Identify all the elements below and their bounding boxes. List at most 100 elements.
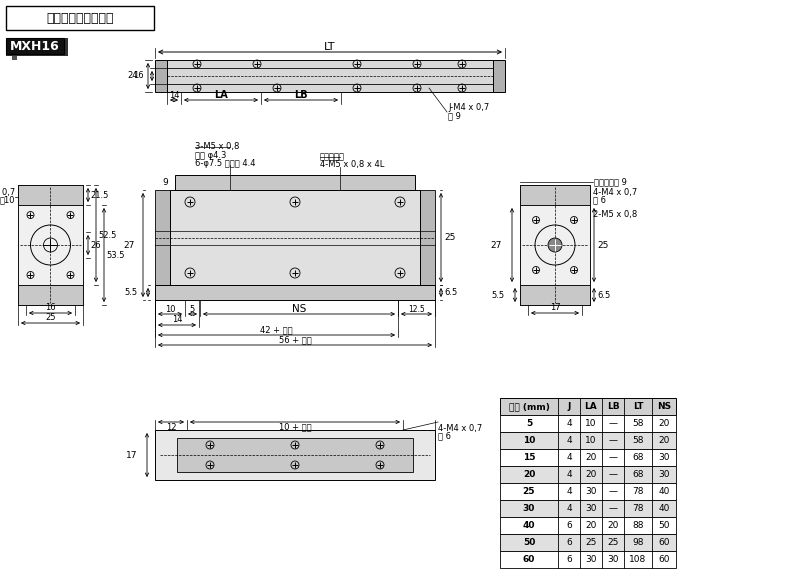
Text: NS: NS [657, 402, 671, 411]
Text: 20: 20 [607, 521, 618, 530]
Text: 98: 98 [632, 538, 644, 547]
Text: 5.5: 5.5 [492, 290, 505, 300]
Bar [18, 185, 83, 305]
Text: 58: 58 [632, 436, 644, 445]
Text: 20: 20 [658, 419, 669, 428]
Text: MXH16: MXH16 [10, 40, 60, 53]
Text: 50: 50 [658, 521, 669, 530]
Bar [500, 415, 676, 432]
Bar [6, 38, 64, 54]
Text: —: — [608, 470, 618, 479]
Text: 30: 30 [585, 487, 597, 496]
Text: 30: 30 [658, 453, 669, 462]
Text: 4-M5 x 0,8 x 4L: 4-M5 x 0,8 x 4L [320, 160, 384, 170]
Bar [493, 60, 505, 92]
Text: 58: 58 [632, 419, 644, 428]
Text: 68: 68 [632, 453, 644, 462]
Text: 4: 4 [566, 504, 571, 513]
Bar [18, 285, 83, 305]
Text: 6.5: 6.5 [597, 290, 611, 300]
Bar [500, 517, 676, 534]
Text: 26: 26 [90, 240, 100, 250]
Circle shape [548, 238, 562, 252]
Text: 20: 20 [585, 521, 597, 530]
Text: 25: 25 [597, 240, 608, 250]
Text: 供气口螺塞: 供气口螺塞 [320, 152, 345, 162]
Text: 外形尺寸图（毫米）: 外形尺寸图（毫米） [46, 12, 114, 25]
Text: LA: LA [585, 402, 598, 411]
Text: 68: 68 [632, 470, 644, 479]
Text: 40: 40 [523, 521, 536, 530]
Text: 4: 4 [566, 453, 571, 462]
Bar [170, 190, 420, 285]
Text: 深 9: 深 9 [448, 112, 461, 121]
Bar [500, 534, 676, 551]
Bar [420, 190, 435, 285]
Bar [175, 175, 415, 190]
Text: 深 6: 深 6 [438, 431, 451, 440]
Text: 6-φ7.5 沉孔深 4.4: 6-φ7.5 沉孔深 4.4 [195, 159, 256, 167]
Text: 30: 30 [585, 555, 597, 564]
Text: 通孔 φ4.3: 通孔 φ4.3 [195, 151, 226, 159]
Text: 6.5: 6.5 [444, 288, 457, 297]
Text: 40: 40 [658, 487, 669, 496]
Text: 17: 17 [550, 304, 560, 312]
Text: 25: 25 [607, 538, 618, 547]
Text: 27: 27 [124, 240, 135, 250]
Text: 12: 12 [166, 423, 176, 431]
Text: —: — [608, 419, 618, 428]
Text: 4-M4 x 0,7: 4-M4 x 0,7 [0, 189, 15, 197]
Text: 17: 17 [125, 450, 137, 459]
Text: 20: 20 [585, 470, 597, 479]
Text: 52.5: 52.5 [98, 231, 116, 240]
Bar [500, 449, 676, 466]
Text: 25: 25 [45, 313, 56, 323]
Text: 53.5: 53.5 [106, 251, 124, 259]
Text: 4: 4 [566, 419, 571, 428]
Text: 16: 16 [133, 71, 144, 80]
Text: —: — [608, 453, 618, 462]
Text: 42 + 行程: 42 + 行程 [260, 325, 292, 335]
Text: 10: 10 [165, 305, 175, 313]
Text: 40: 40 [658, 504, 669, 513]
Bar [500, 483, 676, 500]
Text: 导向轴承宽 9: 导向轴承宽 9 [594, 178, 627, 186]
Text: 5: 5 [190, 305, 195, 313]
Text: 14: 14 [171, 316, 183, 324]
Text: 行程 (mm): 行程 (mm) [508, 402, 549, 411]
Text: 5: 5 [526, 419, 532, 428]
Text: J: J [567, 402, 571, 411]
Text: 60: 60 [658, 538, 669, 547]
Text: 24: 24 [128, 71, 138, 80]
Text: 4-M4 x 0,7: 4-M4 x 0,7 [593, 189, 638, 197]
Text: LA: LA [214, 90, 228, 100]
Text: 10: 10 [585, 436, 597, 445]
Text: LB: LB [294, 90, 308, 100]
Bar [155, 60, 167, 92]
Bar [167, 60, 493, 92]
Text: 5.5: 5.5 [125, 288, 138, 297]
Bar [6, 6, 154, 30]
Text: LB: LB [607, 402, 619, 411]
Text: 50: 50 [523, 538, 536, 547]
Text: 30: 30 [607, 555, 618, 564]
Text: 78: 78 [632, 487, 644, 496]
Text: 6: 6 [566, 555, 572, 564]
Text: 21.5: 21.5 [90, 190, 108, 200]
Text: 27: 27 [491, 240, 502, 250]
Text: 25: 25 [585, 538, 597, 547]
Text: 20: 20 [523, 470, 536, 479]
Text: 4: 4 [566, 436, 571, 445]
Bar [155, 285, 435, 300]
Text: 9: 9 [162, 178, 168, 187]
Text: 2-M5 x 0,8: 2-M5 x 0,8 [593, 210, 638, 220]
Text: 60: 60 [523, 555, 536, 564]
Text: 6: 6 [566, 521, 572, 530]
Text: J-M4 x 0,7: J-M4 x 0,7 [448, 104, 489, 113]
Text: 6: 6 [566, 538, 572, 547]
Text: NS: NS [292, 304, 306, 314]
Text: 10: 10 [585, 419, 597, 428]
Text: 20: 20 [658, 436, 669, 445]
Text: —: — [608, 436, 618, 445]
Bar [155, 430, 435, 480]
